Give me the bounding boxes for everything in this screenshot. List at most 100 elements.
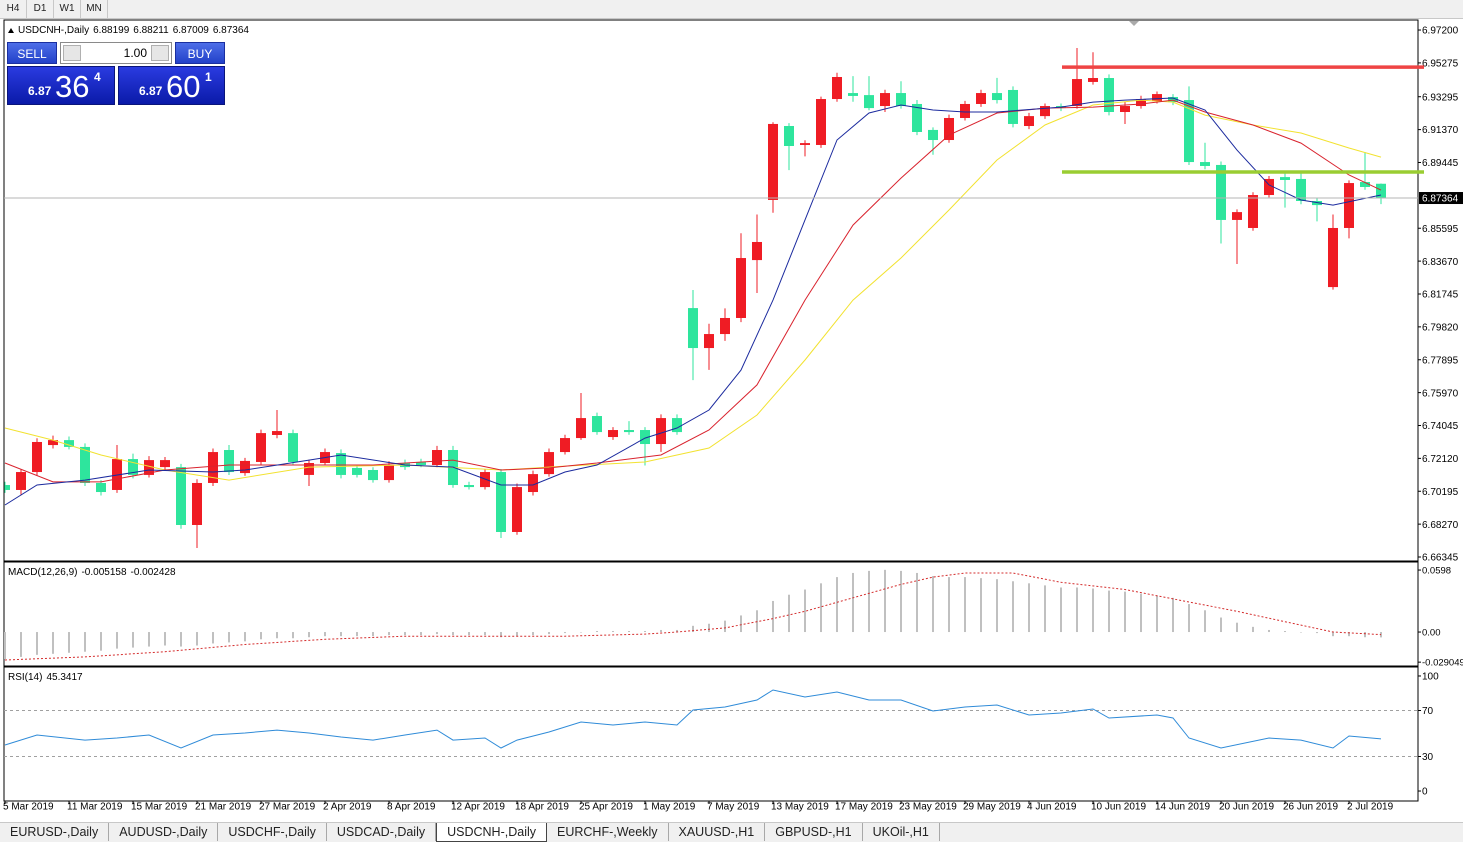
lot-up[interactable] [151,45,169,61]
candle-body [128,459,138,475]
candle-body [832,76,842,100]
chart-tab[interactable]: UKOil-,H1 [863,823,940,841]
x-tick-label: 25 Apr 2019 [579,802,633,813]
candle-body [592,416,602,433]
candle-body [464,485,474,488]
candle-body [1136,99,1146,107]
lot-value[interactable]: 1.00 [123,46,147,60]
candle-body [208,452,218,483]
macd-bar [532,632,534,636]
macd-bar [1316,632,1318,634]
sell-button[interactable]: SELL [7,42,57,64]
y-tick-label: 0 [1422,787,1428,798]
macd-bar [580,632,582,633]
candle-body [32,441,42,473]
macd-signal [4,572,1382,661]
x-tick-label: 10 Jun 2019 [1091,802,1146,813]
macd-bar [388,632,390,636]
chart-tab[interactable]: EURUSD-,Daily [0,823,110,841]
x-tick-label: 18 Apr 2019 [515,802,569,813]
candle-body [1184,100,1194,163]
macd-bar [628,631,630,633]
candle-body [352,467,362,475]
price-point: 1 [205,70,212,84]
macd-bar [20,632,22,657]
candle-body [800,143,810,145]
x-tick-label: 7 May 2019 [707,802,760,813]
moving-average [4,99,1382,481]
collapse-icon [8,28,14,33]
y-tick-label: 70 [1422,706,1434,717]
macd-bar [740,615,742,633]
candle-body [960,103,970,118]
lot-spinner: 1.00 [60,42,172,64]
candle-body [576,418,586,439]
macd-bar [996,579,998,633]
candle-body [1360,182,1370,187]
x-tick-label: 17 May 2019 [835,802,893,813]
y-tick-label: 0.00 [1422,628,1441,639]
moving-average [4,97,1382,506]
chart-tab[interactable]: USDCNH-,Daily [436,823,548,842]
indicator-value: -0.002428 [131,567,176,578]
y-tick-label: 6.83670 [1422,257,1459,268]
candle-body [512,487,522,532]
macd-bar [1156,595,1158,633]
chart-tab[interactable]: USDCHF-,Daily [218,823,327,841]
chart-tab[interactable]: AUDUSD-,Daily [109,823,219,841]
chart-tab[interactable]: XAUUSD-,H1 [669,823,766,841]
macd-bar [180,632,182,647]
macd-bar [564,632,566,634]
macd-bar [468,632,470,636]
buy-price[interactable]: 6.87 60 1 [118,66,225,105]
macd-bar [452,632,454,636]
candle-body [64,440,74,447]
macd-bar [1044,585,1046,633]
macd-bar [148,632,150,647]
chart-tab[interactable]: USDCAD-,Daily [327,823,437,841]
candle-body [144,460,154,475]
x-tick-label: 21 Mar 2019 [195,802,252,813]
period-button[interactable]: D1 [27,0,54,18]
current-price-label: 6.87364 [1422,194,1459,205]
sell-price[interactable]: 6.87 36 4 [7,66,115,105]
buy-button[interactable]: BUY [175,42,225,64]
candle-body [816,99,826,145]
candle-body [1376,183,1386,199]
macd-bar [420,632,422,636]
macd-bar [228,632,230,643]
candle-body [1040,106,1050,117]
candle-body [928,129,938,141]
macd-bar [660,629,662,633]
chart: 6.97200 6.95275 6.93295 6.91370 6.89445 6.855… [0,0,1463,822]
macd-bar [1300,632,1302,633]
y-tick-label: 6.66345 [1422,553,1459,564]
macd-bar [1220,617,1222,633]
macd-bar [84,632,86,652]
macd-bar [756,610,758,633]
lot-down[interactable] [63,45,81,61]
macd-bar [820,583,822,633]
rsi-line [4,689,1382,749]
candle-body [912,103,922,132]
price-big-figure: 6.87 [28,84,52,98]
candle-body [672,418,682,433]
period-button[interactable]: W1 [54,0,81,18]
period-button[interactable]: MN [81,0,108,18]
macd-bar [1268,629,1270,633]
x-tick-label: 20 Jun 2019 [1219,802,1274,813]
y-tick-label: 6.81745 [1422,290,1459,301]
indicator-header: RSI(14) 45.3417 [8,672,83,683]
macd-bar [1236,622,1238,633]
chart-tab[interactable]: EURCHF-,Weekly [547,823,669,841]
candle-body [768,123,778,200]
x-tick-label: 11 Mar 2019 [67,802,123,813]
candle-body [416,461,426,466]
macd-bar [1012,581,1014,633]
chart-tab[interactable]: GBPUSD-,H1 [765,823,863,841]
macd-bar [1092,588,1094,633]
macd-bar [788,594,790,633]
chart-background [0,0,1463,822]
macd-bar [404,632,406,636]
period-button[interactable]: H4 [0,0,27,18]
